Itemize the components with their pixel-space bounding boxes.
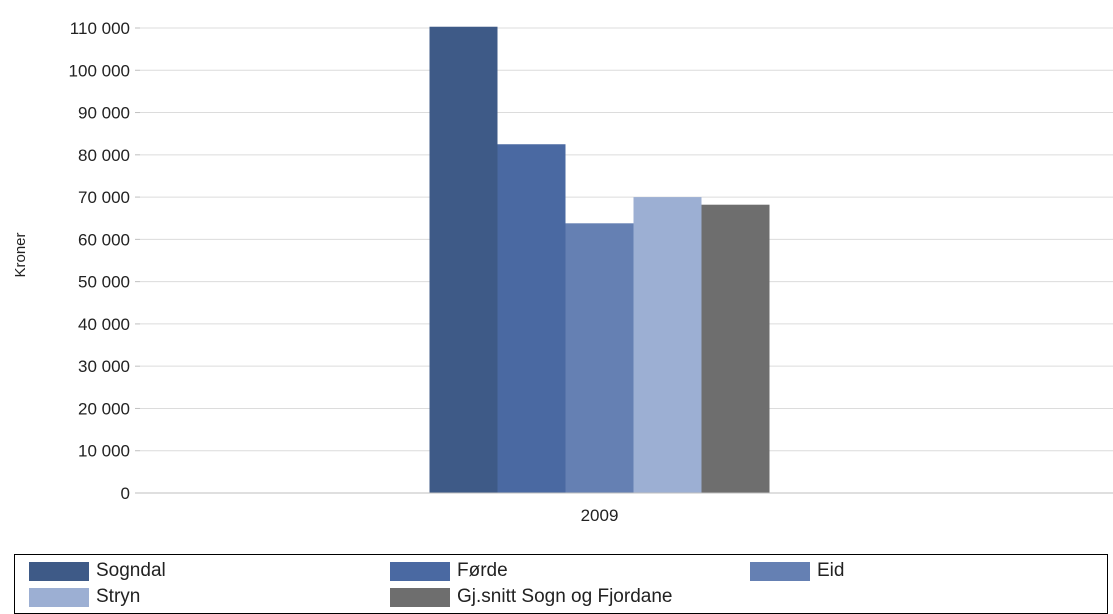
- bar-gj-snitt-sogn-og-fjordane: [701, 204, 770, 493]
- y-axis-title: Kroner: [12, 232, 29, 277]
- legend-swatch: [390, 587, 450, 607]
- bar-sogndal: [429, 26, 498, 494]
- y-tick-label: 90 000: [78, 104, 130, 123]
- y-tick-label: 70 000: [78, 188, 130, 207]
- legend-swatch: [29, 587, 89, 607]
- legend: Sogndal Førde Eid Stryn Gj.snitt Sogn og Fjo…: [14, 554, 1108, 614]
- y-tick-label: 110 000: [70, 19, 130, 38]
- y-tick-label: 0: [121, 484, 130, 503]
- legend-label: Sogndal: [96, 560, 166, 581]
- x-axis-ticks: 2009: [581, 506, 619, 525]
- legend-item: Stryn: [29, 584, 140, 610]
- legend-swatch: [390, 561, 450, 581]
- legend-swatch: [750, 561, 810, 581]
- y-axis-ticks: 0 10 000 20 000 30 000 40 000 50 000 60 000 70 …: [69, 19, 140, 503]
- bars: [429, 26, 770, 494]
- legend-item: Eid: [750, 558, 844, 584]
- x-tick-label: 2009: [581, 506, 619, 525]
- bar-chart: 0 10 000 20 000 30 000 40 000 50 000 60 000 70 …: [12, 19, 1113, 525]
- legend-item: Sogndal: [29, 558, 166, 584]
- y-tick-label: 100 000: [69, 61, 130, 80]
- legend-label: Stryn: [96, 586, 141, 607]
- y-tick-label: 30 000: [78, 357, 130, 376]
- bar-f-rde: [497, 144, 566, 493]
- bar-stryn: [633, 197, 702, 493]
- y-tick-label: 10 000: [78, 442, 130, 461]
- legend-label: Førde: [457, 560, 508, 581]
- y-tick-label: 60 000: [78, 230, 130, 249]
- y-tick-label: 50 000: [78, 273, 130, 292]
- legend-item: Gj.snitt Sogn og Fjordane: [390, 584, 672, 610]
- y-tick-label: 80 000: [78, 146, 130, 165]
- legend-item: Førde: [390, 558, 508, 584]
- y-tick-label: 40 000: [78, 315, 130, 334]
- legend-label: Eid: [817, 560, 845, 581]
- legend-label: Gj.snitt Sogn og Fjordane: [457, 586, 673, 607]
- bar-eid: [565, 223, 634, 494]
- y-tick-label: 20 000: [78, 399, 130, 418]
- legend-swatch: [29, 561, 89, 581]
